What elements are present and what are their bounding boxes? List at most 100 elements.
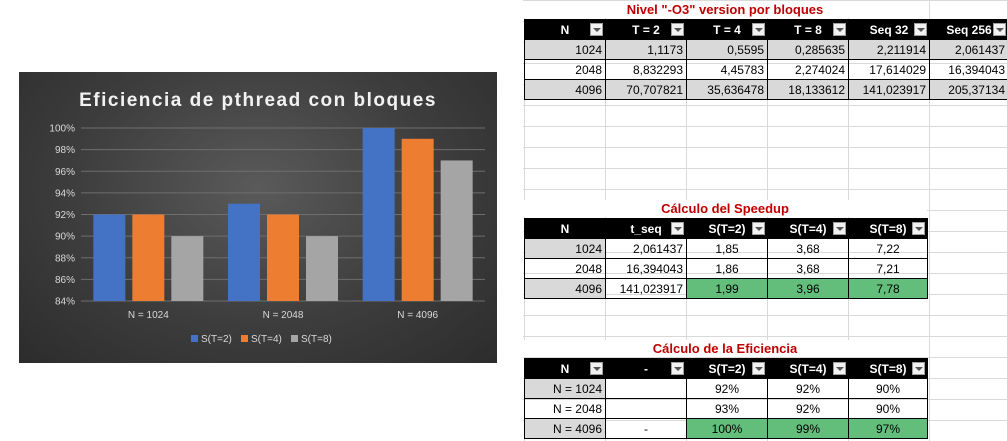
bar-st8-1[interactable] <box>171 236 204 301</box>
table1-header-row: N T = 2 T = 4 T = 8 Seq 32 Seq 256 <box>524 19 1007 40</box>
table-cell[interactable]: 93% <box>686 398 768 419</box>
table-cell[interactable]: 2048 <box>524 59 606 80</box>
table-cell[interactable]: 92% <box>767 398 849 419</box>
table2-title: Cálculo del Speedup <box>523 200 927 217</box>
table-cell[interactable]: 7,22 <box>848 238 928 259</box>
table-cell[interactable]: 18,133612 <box>767 79 849 100</box>
column-header[interactable]: N <box>524 358 606 379</box>
legend-swatch <box>241 335 248 342</box>
column-header-label: T = 8 <box>794 22 822 37</box>
table-cell[interactable]: 97% <box>848 418 928 439</box>
column-header[interactable]: t_seq <box>605 218 687 239</box>
bar-st2-2[interactable] <box>228 203 260 301</box>
table-cell[interactable]: 2,061437 <box>929 39 1007 60</box>
table-cell[interactable]: 4096 <box>524 79 606 100</box>
filter-dropdown-icon[interactable] <box>912 362 925 375</box>
column-header[interactable]: T = 4 <box>686 19 768 40</box>
y-tick-label: 84% <box>55 297 75 308</box>
column-header[interactable]: S(T=2) <box>686 218 768 239</box>
filter-dropdown-icon[interactable] <box>833 222 846 235</box>
column-header[interactable]: - <box>605 358 687 379</box>
filter-dropdown-icon[interactable] <box>993 23 1006 36</box>
table-cell[interactable]: 0,285635 <box>767 39 849 60</box>
table-cell[interactable]: 2048 <box>524 258 606 279</box>
table-cell[interactable]: 16,394043 <box>605 258 687 279</box>
table-cell[interactable]: 4,45783 <box>686 59 768 80</box>
table-cell[interactable]: 92% <box>686 378 768 399</box>
table-cell[interactable]: 3,96 <box>767 278 849 299</box>
table-cell[interactable]: 100% <box>686 418 768 439</box>
column-header-label: Seq 32 <box>869 22 909 37</box>
table-cell[interactable] <box>605 378 687 399</box>
table-cell[interactable]: 7,21 <box>848 258 928 279</box>
table-cell[interactable]: 1024 <box>524 39 606 60</box>
filter-dropdown-icon[interactable] <box>752 362 765 375</box>
bar-st8-2[interactable] <box>306 236 338 301</box>
table-cell[interactable]: 99% <box>767 418 849 439</box>
table-cell[interactable]: 3,68 <box>767 238 849 259</box>
column-header[interactable]: N <box>524 19 606 40</box>
column-header[interactable]: S(T=4) <box>767 358 849 379</box>
table-cell[interactable]: 2,274024 <box>767 59 849 80</box>
table-cell[interactable]: 4096 <box>524 278 606 299</box>
bar-st2-3[interactable] <box>362 128 395 301</box>
bar-st4-2[interactable] <box>267 214 299 302</box>
table-cell[interactable]: 1,99 <box>686 278 768 299</box>
column-header[interactable]: T = 8 <box>767 19 849 40</box>
table-cell[interactable]: 8,832293 <box>605 59 687 80</box>
table-cell[interactable]: N = 2048 <box>524 398 606 419</box>
table-cell[interactable]: 1024 <box>524 238 606 259</box>
filter-dropdown-icon[interactable] <box>671 362 684 375</box>
filter-dropdown-icon[interactable] <box>590 362 603 375</box>
column-header-label: N <box>560 361 570 376</box>
table-cell[interactable]: - <box>605 418 687 439</box>
table-cell[interactable]: 141,023917 <box>605 278 687 299</box>
bar-st4-1[interactable] <box>132 214 165 302</box>
column-header[interactable]: S(T=2) <box>686 358 768 379</box>
column-header[interactable]: S(T=8) <box>848 358 928 379</box>
table-cell[interactable]: 205,37134 <box>929 79 1007 100</box>
filter-dropdown-icon[interactable] <box>590 23 603 36</box>
column-header[interactable]: S(T=4) <box>767 218 849 239</box>
table-cell[interactable]: 90% <box>848 398 928 419</box>
table-cell[interactable]: 1,86 <box>686 258 768 279</box>
column-header[interactable]: S(T=8) <box>848 218 928 239</box>
table-cell[interactable]: 92% <box>767 378 849 399</box>
filter-dropdown-icon[interactable] <box>671 23 684 36</box>
efficiency-chart[interactable]: Eficiencia de pthread con bloques 84% 86%… <box>19 72 497 363</box>
column-header-label: S(T=2) <box>708 361 746 376</box>
table-cell[interactable]: 2,061437 <box>605 238 687 259</box>
filter-dropdown-icon[interactable] <box>752 222 765 235</box>
filter-dropdown-icon[interactable] <box>671 222 684 235</box>
bar-st2-1[interactable] <box>93 214 126 302</box>
filter-dropdown-icon[interactable] <box>914 23 927 36</box>
table-cell[interactable]: 3,68 <box>767 258 849 279</box>
table-cell[interactable]: N = 1024 <box>524 378 606 399</box>
table-cell[interactable]: 35,636478 <box>686 79 768 100</box>
filter-dropdown-icon[interactable] <box>752 23 765 36</box>
table-cell[interactable] <box>605 398 687 419</box>
bar-st8-3[interactable] <box>440 160 473 301</box>
column-header[interactable]: T = 2 <box>605 19 687 40</box>
filter-dropdown-icon[interactable] <box>833 362 846 375</box>
column-header[interactable]: Seq 256 <box>929 19 1007 40</box>
table-cell[interactable]: N = 4096 <box>524 418 606 439</box>
bar-st4-3[interactable] <box>401 138 434 301</box>
table-cell[interactable]: 1,85 <box>686 238 768 259</box>
table-cell[interactable]: 17,614029 <box>848 59 930 80</box>
table-cell[interactable]: 70,707821 <box>605 79 687 100</box>
filter-dropdown-icon[interactable] <box>912 222 925 235</box>
table-cell[interactable]: 90% <box>848 378 928 399</box>
spreadsheet[interactable]: Nivel "-O3" version por bloques N T = 2 T … <box>523 0 1007 441</box>
table-cell[interactable]: 0,5595 <box>686 39 768 60</box>
table-cell[interactable]: 16,394043 <box>929 59 1007 80</box>
table-cell[interactable]: 7,78 <box>848 278 928 299</box>
table-cell[interactable]: 141,023917 <box>848 79 930 100</box>
legend-label: S(T=8) <box>301 334 332 345</box>
table-row: N = 2048 93% 92% 90% <box>524 398 928 419</box>
column-header[interactable]: Seq 32 <box>848 19 930 40</box>
table-cell[interactable]: 1,1173 <box>605 39 687 60</box>
table-cell[interactable]: 2,211914 <box>848 39 930 60</box>
filter-dropdown-icon[interactable] <box>833 23 846 36</box>
column-header[interactable]: N <box>524 218 606 239</box>
